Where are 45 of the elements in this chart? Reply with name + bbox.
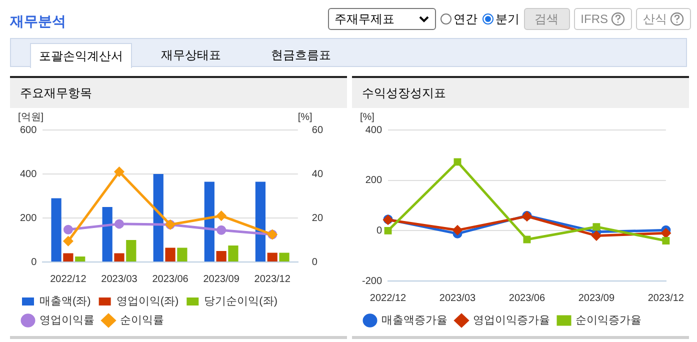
y2-axis-title: [%] xyxy=(298,112,313,123)
legend-label: 영업이익증가율 xyxy=(473,314,550,327)
y-axis-title: [%] xyxy=(360,112,375,123)
x-tick-label: 2022/12 xyxy=(50,274,87,285)
legend-label: 영업이익률 xyxy=(40,314,94,327)
y-tick-label: 200 xyxy=(365,175,382,186)
text: 주재무제표 xyxy=(334,10,395,28)
x-tick-label: 2023/03 xyxy=(439,292,476,304)
legend-label: 순이익증가율 xyxy=(576,314,642,327)
chart-title: 주요재무항목 xyxy=(10,76,347,108)
y-tick-label: 0 xyxy=(31,256,38,268)
text: 포괄손익계산서 xyxy=(30,43,132,68)
legend-label: 매출액(좌) xyxy=(40,296,91,308)
x-tick-label: 2023/09 xyxy=(578,292,615,304)
legend-label: 매출액증가율 xyxy=(382,314,448,327)
text: 재무분석 xyxy=(10,13,66,31)
x-tick-label: 2023/12 xyxy=(648,292,684,304)
text: 산식 xyxy=(636,8,691,30)
x-tick-label: 2023/06 xyxy=(508,292,546,304)
x-tick-label: 2023/06 xyxy=(152,274,189,285)
text: 검색 xyxy=(524,8,570,30)
y2-tick-label: 60 xyxy=(312,124,324,136)
y-axis-title: [억원] xyxy=(18,112,44,123)
y-tick-label: 600 xyxy=(20,124,38,136)
legend-label: 당기순이익(좌) xyxy=(204,296,278,308)
y-tick-label: 200 xyxy=(20,212,38,224)
legend-label: 영업이익(좌) xyxy=(116,296,179,308)
y-tick-label: 400 xyxy=(365,124,382,136)
legend-label: 순이익률 xyxy=(120,314,164,327)
x-tick-label: 2022/12 xyxy=(370,292,407,304)
x-tick-label: 2023/12 xyxy=(254,274,291,285)
y-tick-label: 0 xyxy=(376,225,382,236)
text: 재무상태표 xyxy=(160,47,222,64)
y2-tick-label: 0 xyxy=(312,256,318,268)
text: 분기 xyxy=(494,10,520,28)
text: IFRS xyxy=(574,8,632,30)
text: 연간 xyxy=(452,10,478,28)
y2-tick-label: 40 xyxy=(312,168,324,180)
y-tick-label: 400 xyxy=(20,168,38,180)
chart-title: 수익성장성지표 xyxy=(352,76,689,108)
y2-tick-label: 20 xyxy=(312,212,324,224)
y-tick-label: -200 xyxy=(362,276,382,287)
x-tick-label: 2023/09 xyxy=(203,274,240,285)
x-tick-label: 2023/03 xyxy=(101,274,138,285)
text: 현금흐름표 xyxy=(270,47,332,64)
